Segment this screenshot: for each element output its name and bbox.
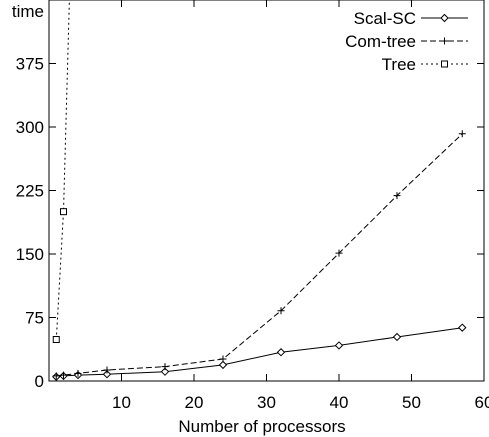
series-line bbox=[55, 0, 70, 340]
legend-entry: Scal-SC bbox=[354, 9, 468, 28]
data-point-plus bbox=[103, 366, 111, 374]
x-tick-label: 30 bbox=[257, 393, 276, 412]
x-axis-label: Number of processors bbox=[178, 417, 345, 436]
legend: Scal-SC Com-tree Tree bbox=[345, 9, 468, 74]
x-tick-label: 20 bbox=[185, 393, 204, 412]
data-point-plus bbox=[219, 355, 227, 363]
data-point-square bbox=[60, 208, 67, 216]
data-point-diamond bbox=[440, 13, 449, 23]
data-point-diamond bbox=[218, 360, 228, 370]
legend-label: Scal-SC bbox=[354, 9, 416, 28]
series-line bbox=[56, 327, 463, 378]
legend-entry: Com-tree bbox=[345, 32, 468, 51]
data-point-diamond bbox=[458, 323, 467, 332]
data-point-square bbox=[441, 60, 448, 68]
plot-area: 10 20 30 40 50 60 0 75 150 225 300 375 bbox=[16, 0, 489, 412]
y-tick-label: 150 bbox=[16, 245, 44, 264]
y-axis-label: time bbox=[12, 2, 44, 21]
data-point-diamond bbox=[392, 332, 402, 342]
data-point-plus bbox=[441, 37, 448, 45]
y-tick-label: 0 bbox=[35, 372, 44, 391]
x-tick-label: 50 bbox=[402, 393, 421, 412]
y-tick-label: 375 bbox=[16, 55, 44, 74]
data-point-plus bbox=[458, 130, 466, 138]
legend-label: Com-tree bbox=[345, 32, 416, 51]
data-point-square bbox=[52, 336, 60, 344]
series-line bbox=[56, 133, 463, 377]
data-point-plus bbox=[393, 192, 401, 200]
y-tick-label: 225 bbox=[16, 182, 44, 201]
legend-entry: Tree bbox=[382, 55, 468, 74]
y-axis-ticks: 0 75 150 225 300 375 bbox=[16, 55, 484, 391]
data-point-diamond bbox=[160, 367, 170, 376]
series-tree bbox=[52, 0, 70, 344]
data-point-diamond bbox=[276, 348, 286, 357]
data-point-plus bbox=[277, 307, 285, 315]
data-point-plus bbox=[161, 363, 169, 371]
series-scal-sc bbox=[52, 323, 467, 381]
data-point-plus bbox=[74, 369, 82, 377]
y-tick-label: 75 bbox=[25, 309, 44, 328]
y-tick-label: 300 bbox=[16, 118, 44, 137]
x-axis-ticks: 10 20 30 40 50 60 bbox=[112, 0, 489, 412]
data-point-diamond bbox=[334, 341, 344, 350]
data-point-diamond bbox=[102, 370, 112, 379]
legend-label: Tree bbox=[382, 55, 416, 74]
plot-frame bbox=[48, 0, 485, 382]
series-layer bbox=[52, 0, 467, 381]
x-tick-label: 60 bbox=[475, 393, 489, 412]
data-point-plus bbox=[60, 371, 67, 379]
x-tick-label: 10 bbox=[112, 393, 131, 412]
data-point-plus bbox=[52, 372, 60, 380]
data-point-plus bbox=[335, 249, 343, 257]
series-com-tree bbox=[52, 130, 466, 380]
x-tick-label: 40 bbox=[330, 393, 349, 412]
